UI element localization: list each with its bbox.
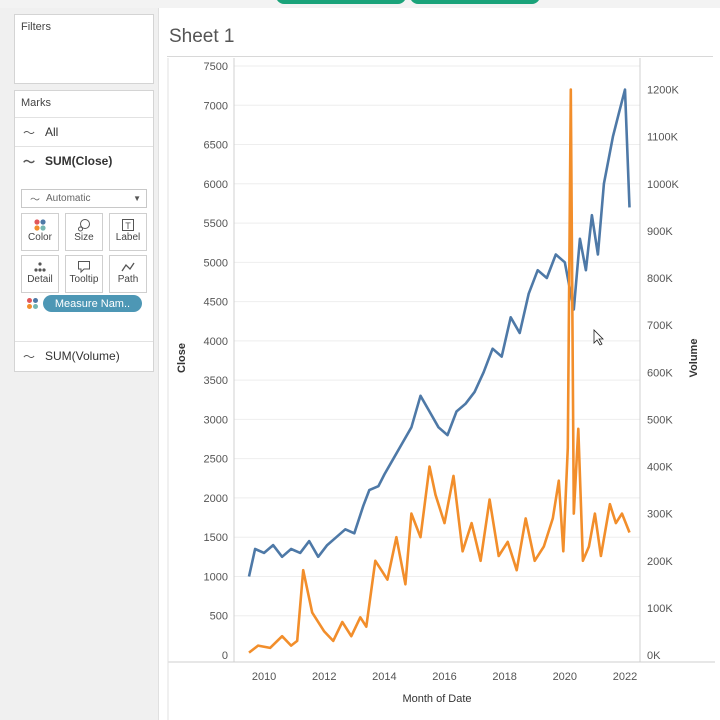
- sheet-area: Sheet 1: [158, 8, 720, 720]
- color-label: Color: [28, 232, 52, 243]
- label-button[interactable]: T Label: [109, 213, 147, 251]
- size-icon: [66, 218, 102, 232]
- filters-title: Filters: [21, 21, 51, 33]
- marks-title: Marks: [21, 97, 51, 109]
- marks-row-label: SUM(Volume): [45, 349, 120, 363]
- shelf-pill-right[interactable]: [410, 0, 540, 4]
- marks-row-close[interactable]: 〜 SUM(Close): [15, 146, 153, 175]
- color-icon: [22, 218, 58, 232]
- line-icon: 〜: [23, 154, 36, 169]
- marks-row-volume[interactable]: 〜 SUM(Volume): [15, 341, 153, 370]
- color-button[interactable]: Color: [21, 213, 59, 251]
- chevron-down-icon: ▼: [133, 194, 141, 203]
- line-icon: 〜: [30, 195, 40, 206]
- marks-row-label: SUM(Close): [45, 154, 113, 168]
- detail-button[interactable]: Detail: [21, 255, 59, 293]
- path-label: Path: [117, 274, 139, 285]
- marks-row-label: All: [45, 125, 59, 139]
- svg-text:T: T: [125, 221, 131, 231]
- mark-type-dropdown[interactable]: 〜 Automatic ▼: [21, 189, 147, 208]
- label-icon: T: [110, 218, 146, 232]
- title-divider: [167, 56, 713, 57]
- tooltip-icon: [66, 260, 102, 274]
- measure-names-pill[interactable]: Measure Nam..: [43, 295, 142, 312]
- label-label: Label: [115, 232, 141, 243]
- line-icon: 〜: [23, 125, 36, 140]
- tooltip-label: Tooltip: [69, 274, 99, 285]
- size-label: Size: [74, 232, 94, 243]
- detail-icon: [22, 260, 58, 274]
- filters-card[interactable]: Filters: [14, 14, 154, 84]
- color-legend-icon: [27, 298, 39, 310]
- left-panel: Filters Marks 〜 All 〜 SUM(Close) 〜 Autom…: [0, 8, 158, 720]
- line-icon: 〜: [23, 349, 36, 364]
- marks-card: Marks 〜 All 〜 SUM(Close) 〜 Automatic ▼ C…: [14, 90, 154, 372]
- sheet-title: Sheet 1: [169, 26, 235, 47]
- path-icon: [110, 260, 146, 274]
- marks-row-all[interactable]: 〜 All: [15, 117, 153, 146]
- tooltip-button[interactable]: Tooltip: [65, 255, 103, 293]
- detail-label: Detail: [27, 274, 53, 285]
- shelf-pill-left[interactable]: [276, 0, 406, 4]
- size-button[interactable]: Size: [65, 213, 103, 251]
- path-button[interactable]: Path: [109, 255, 147, 293]
- mark-type-label: Automatic: [46, 193, 91, 204]
